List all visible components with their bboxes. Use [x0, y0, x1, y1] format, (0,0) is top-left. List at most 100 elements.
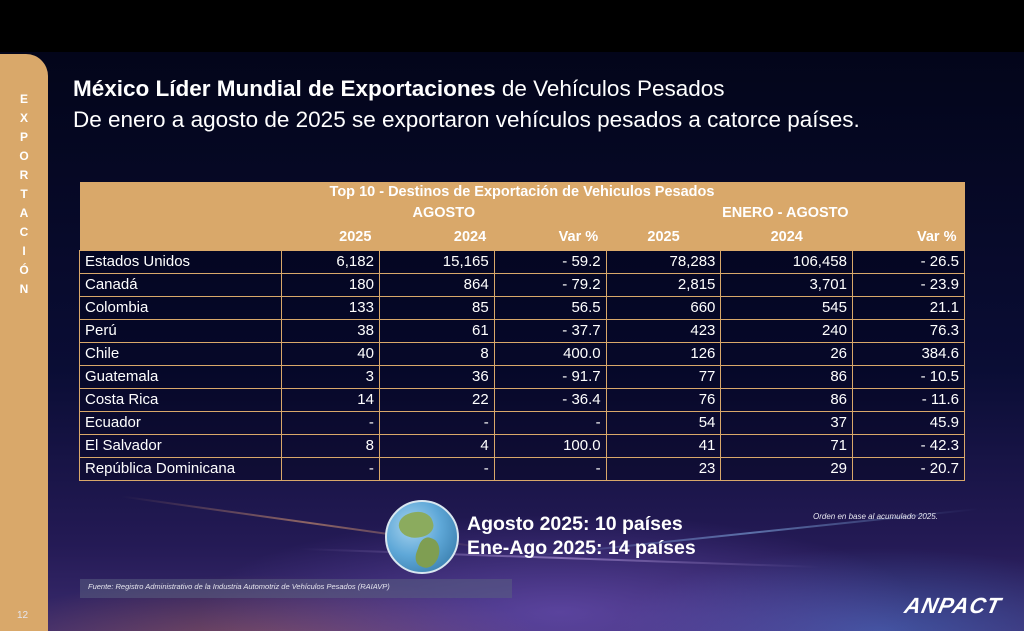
cell-value: 41	[605, 433, 722, 458]
table-row: Perú 38 61- 37.7 423 240 76.3	[79, 318, 965, 343]
country-count-summary: Agosto 2025: 10 países Ene-Ago 2025: 14 …	[467, 512, 696, 560]
cell-value: 106,458	[720, 249, 853, 274]
section-tab-letter: I	[22, 244, 26, 258]
cell-value: 37	[720, 410, 853, 435]
cell-value: 61	[378, 318, 495, 343]
table-row: Estados Unidos 6,182 15,165- 59.2 78,283 106…	[79, 249, 965, 274]
section-tab-exportacion: E X P O R T A C I Ó N	[0, 54, 48, 631]
section-tab-letter: A	[19, 206, 29, 220]
cell-country: República Dominicana	[79, 456, 282, 481]
table-row: Chile 40 8 400.0 126 26 384.6	[79, 341, 965, 366]
cell-value: - 26.5	[852, 249, 965, 274]
cell-country: Perú	[79, 318, 282, 343]
cell-value: - 42.3	[852, 433, 965, 458]
cell-value: 15,165	[378, 249, 495, 274]
cell-value: 423	[605, 318, 722, 343]
cell-country: Colombia	[79, 295, 282, 320]
cell-value: 864	[378, 272, 495, 297]
cell-value: 100.0	[493, 433, 607, 458]
cell-value: - 37.7	[493, 318, 607, 343]
cell-value: 36	[378, 364, 495, 389]
cell-value: 40	[281, 341, 380, 366]
cell-value: - 36.4	[493, 387, 607, 412]
cell-value: 8	[378, 341, 495, 366]
source-note: Fuente: Registro Administrativo de la In…	[80, 579, 512, 598]
export-destinations-table: Top 10 - Destinos de Exportación de Vehi…	[79, 182, 965, 481]
section-tab-letter: X	[19, 111, 28, 125]
cell-value: -	[378, 410, 495, 435]
table-row: El Salvador 8 4 100.0 41 71- 42.3	[79, 433, 965, 458]
slide-subtitle: De enero a agosto de 2025 se exportaron …	[73, 107, 860, 132]
table-row: Ecuador - - -54 37 45.9	[79, 410, 965, 435]
cell-country: El Salvador	[79, 433, 282, 458]
section-tab-letter: Ó	[19, 263, 29, 277]
table-row: Canadá 180 864- 79.2 2,815 3,701- 23.9	[79, 272, 965, 297]
cell-value: -	[378, 456, 495, 481]
cell-value: 6,182	[281, 249, 380, 274]
cell-country: Chile	[79, 341, 282, 366]
cell-value: 545	[720, 295, 853, 320]
cell-value: 38	[281, 318, 380, 343]
cell-value: 54	[605, 410, 722, 435]
cell-value: 45.9	[852, 410, 965, 435]
summary-august: Agosto 2025: 10 países	[467, 513, 683, 535]
cell-value: 76.3	[852, 318, 965, 343]
cell-value: 86	[720, 387, 853, 412]
summary-jan-aug: Ene-Ago 2025: 14 países	[467, 537, 696, 559]
cell-value: 26	[720, 341, 853, 366]
column-header: 2024	[379, 224, 495, 250]
globe-landmass	[412, 535, 444, 571]
cell-country: Estados Unidos	[79, 249, 282, 274]
cell-value: 3	[281, 364, 380, 389]
cell-value: - 11.6	[852, 387, 965, 412]
cell-value: 400.0	[493, 341, 607, 366]
cell-country: Ecuador	[79, 410, 282, 435]
slide-title: México Líder Mundial de Exportaciones de…	[73, 73, 1003, 135]
cell-value: 14	[281, 387, 380, 412]
column-header: 2025	[281, 224, 380, 250]
cell-value: -	[281, 410, 380, 435]
table-row: Guatemala 3 36- 91.7 77 86- 10.5	[79, 364, 965, 389]
cell-value: - 59.2	[493, 249, 607, 274]
cell-value: - 10.5	[852, 364, 965, 389]
cell-value: 126	[605, 341, 722, 366]
cell-value: 21.1	[852, 295, 965, 320]
cell-value: - 23.9	[852, 272, 965, 297]
table-footnote: Orden en base al acumulado 2025.	[813, 512, 938, 521]
column-header: Var %	[852, 224, 965, 250]
column-header: 2025	[606, 224, 721, 250]
cell-value: 660	[605, 295, 722, 320]
cell-value: 4	[378, 433, 495, 458]
page-number: 12	[17, 610, 29, 621]
section-tab-letter: P	[19, 130, 28, 144]
section-tab-letter: T	[20, 187, 28, 201]
section-tab-letter: N	[19, 282, 29, 296]
section-tab-letter: O	[19, 149, 29, 163]
cell-value: 180	[281, 272, 380, 297]
title-bold: México Líder Mundial de Exportaciones	[73, 76, 496, 101]
cell-value: -	[493, 410, 607, 435]
cell-value: 22	[378, 387, 495, 412]
cell-value: 76	[605, 387, 722, 412]
cell-value: - 91.7	[493, 364, 607, 389]
cell-value: -	[281, 456, 380, 481]
group-header-enero-agosto: ENERO - AGOSTO	[606, 202, 965, 224]
table-title: Top 10 - Destinos de Exportación de Vehi…	[79, 182, 965, 202]
cell-value: - 20.7	[852, 456, 965, 481]
cell-value: 56.5	[493, 295, 607, 320]
cell-value: 86	[720, 364, 853, 389]
cell-value: 77	[605, 364, 722, 389]
column-header: Var %	[494, 224, 607, 250]
cell-value: - 79.2	[493, 272, 607, 297]
table-row: Colombia 133 85 56.5 660 545 21.1	[79, 295, 965, 320]
cell-value: -	[493, 456, 607, 481]
cell-value: 29	[720, 456, 853, 481]
anpact-logo: ANPACT	[902, 593, 1004, 618]
cell-country: Costa Rica	[79, 387, 282, 412]
cell-value: 384.6	[852, 341, 965, 366]
group-header-agosto: AGOSTO	[281, 202, 607, 224]
cell-country: Canadá	[79, 272, 282, 297]
section-tab-letter: R	[19, 168, 29, 182]
cell-value: 3,701	[720, 272, 853, 297]
cell-value: 8	[281, 433, 380, 458]
